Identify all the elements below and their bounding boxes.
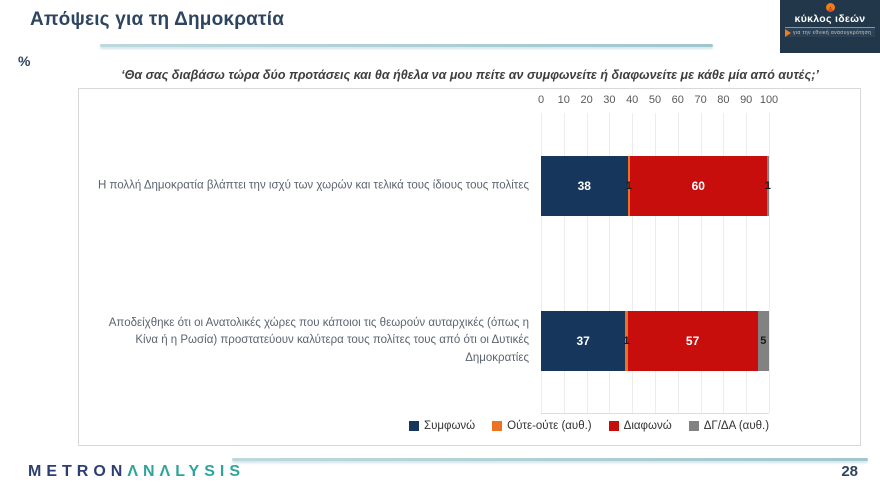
x-tick-label: 100: [759, 94, 779, 106]
chart-subtitle: ‘Θα σας διαβάσω τώρα δύο προτάσεις και θ…: [121, 68, 819, 82]
gridline: [723, 113, 725, 413]
legend-item: Διαφωνώ: [608, 420, 672, 432]
brand-tagline: για την εθνική ανασυγκρότηση: [793, 29, 872, 36]
x-tick-label: 30: [603, 94, 616, 106]
x-tick-label: 50: [648, 94, 662, 106]
bar-value-label: 1: [625, 180, 632, 192]
legend-label: Διαφωνώ: [623, 420, 672, 432]
bar-value-label: 38: [577, 179, 591, 193]
gridline: [769, 113, 770, 413]
bar-value-label: 57: [685, 334, 700, 348]
plot-area: 38 1 60 1 37 1 57 5: [541, 113, 771, 414]
category-label: Αποδείχθηκε ότι οι Ανατολικές χώρες που …: [108, 317, 529, 364]
bar-value-label: 5: [760, 335, 767, 347]
legend-item: Συμφωνώ: [408, 420, 476, 432]
title-divider: [100, 44, 713, 47]
kyklos-ideon-logo: κύκλος ιδεών για την εθνική ανασυγκρότησ…: [780, 0, 880, 53]
gridline: [609, 113, 611, 413]
legend-swatch-icon: [688, 421, 699, 431]
x-tick-label: 80: [717, 94, 730, 106]
x-tick-label: 10: [557, 94, 570, 106]
bar-segment: [627, 311, 758, 371]
bar-segment: [766, 156, 769, 216]
bar-row: 37 1 57 5: [541, 311, 769, 371]
bar-segment: [541, 156, 628, 216]
x-tick-label: 40: [626, 94, 639, 106]
gridline: [655, 113, 656, 413]
x-tick-label: 20: [580, 94, 593, 106]
metron-logo-part1: METRON: [28, 463, 128, 480]
gridline: [746, 113, 748, 413]
category-label: Η πολλή Δημοκρατία βλάπτει την ισχύ των …: [97, 179, 529, 192]
page-title: Απόψεις για τη Δημοκρατία: [30, 9, 285, 30]
metron-analysis-logo: METRONΛNΛLYSIS: [28, 463, 245, 481]
legend-item: Ούτε-ούτε (αυθ.): [492, 420, 592, 432]
footer-divider: [232, 458, 868, 461]
metron-logo-part2: ΛNΛLYSIS: [127, 463, 245, 480]
legend-swatch-icon: [608, 421, 619, 431]
x-axis: 0 10 20 30 40 50 60 70 80 90 100: [537, 94, 778, 108]
bar-value-label: 60: [691, 179, 705, 193]
gridline: [563, 113, 565, 413]
gridline: [586, 113, 588, 413]
x-tick-label: 70: [694, 94, 707, 106]
category-labels: Η πολλή Δημοκρατία βλάπτει την ισχύ των …: [91, 113, 535, 414]
legend-item: ΔΓ/ΔΑ (αυθ.): [688, 420, 770, 432]
bar-value-label: 1: [623, 335, 630, 347]
bar-segment: [629, 156, 767, 216]
chart-container: 0 10 20 30 40 50 60 70 80 90 100 Η πολλή Δημοκρατί…: [78, 88, 861, 446]
chart-legend: Συμφωνώ Ούτε-ούτε (αυθ.) Διαφωνώ ΔΓ/ΔΑ (αυθ…: [379, 420, 799, 432]
orange-ring-icon: [825, 3, 835, 12]
bar-segment: [627, 156, 630, 216]
percent-label: %: [18, 53, 31, 69]
x-tick-label: 0: [537, 94, 545, 106]
legend-swatch-icon: [492, 421, 503, 431]
gridline: [677, 113, 679, 413]
x-tick-label: 60: [671, 94, 684, 106]
bar-row: 38 1 60 1: [541, 156, 771, 216]
page-number: 28: [841, 463, 858, 480]
brand-name: κύκλος ιδεών: [794, 13, 866, 25]
bar-value-label: 37: [576, 334, 590, 348]
brand-tagline-strip: για την εθνική ανασυγκρότηση: [785, 27, 875, 37]
gridline: [541, 113, 542, 413]
legend-label: ΔΓ/ΔΑ (αυθ.): [703, 420, 770, 432]
legend-label: Συμφωνώ: [423, 420, 476, 432]
legend-label: Ούτε-ούτε (αυθ.): [507, 420, 592, 432]
bar-segment: [625, 311, 628, 371]
legend-swatch-icon: [408, 421, 419, 431]
x-tick-label: 90: [740, 94, 753, 106]
gridline: [632, 113, 634, 413]
bar-value-label: 1: [764, 180, 771, 192]
gridline: [700, 113, 702, 413]
bar-segment: [541, 311, 626, 371]
arrow-icon: [785, 28, 791, 37]
bar-segment: [757, 311, 769, 371]
